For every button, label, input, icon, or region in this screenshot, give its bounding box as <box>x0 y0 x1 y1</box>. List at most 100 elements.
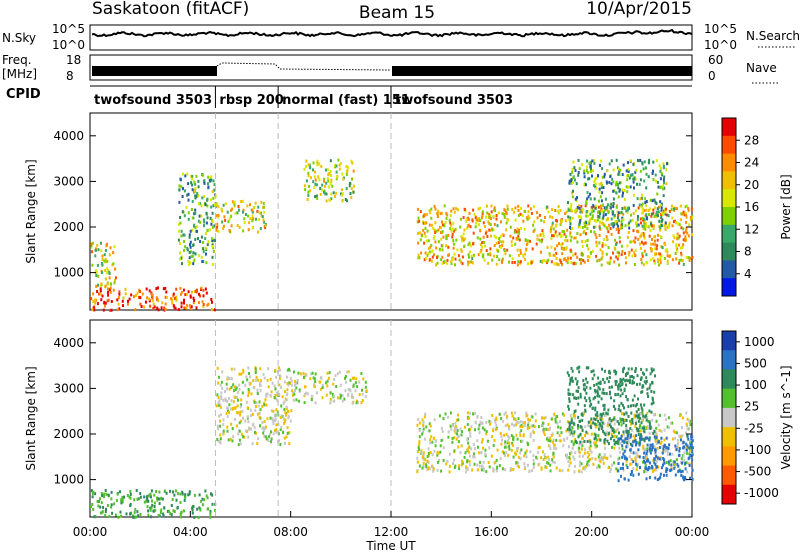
cell <box>287 383 290 387</box>
cell <box>314 170 316 174</box>
cell <box>581 428 584 432</box>
cell <box>189 295 192 299</box>
cell <box>189 261 192 265</box>
cell <box>179 221 182 225</box>
cell <box>613 422 616 426</box>
cell <box>478 431 481 435</box>
cell <box>318 178 321 182</box>
cell <box>526 441 529 445</box>
cell <box>467 223 470 227</box>
cell <box>691 255 694 259</box>
cell <box>463 455 466 459</box>
cell <box>618 228 620 232</box>
cell <box>418 447 421 451</box>
cell <box>285 413 288 417</box>
cell <box>651 238 653 241</box>
cell <box>233 367 236 371</box>
cell <box>561 247 564 251</box>
cell <box>565 235 567 239</box>
cell <box>663 175 666 179</box>
y-tick-label: 1000 <box>53 473 84 487</box>
cell <box>204 237 207 241</box>
cell <box>112 251 115 255</box>
cell <box>161 497 164 501</box>
cell <box>566 420 569 424</box>
cell <box>642 414 645 418</box>
cell <box>577 215 580 219</box>
cell <box>682 210 685 214</box>
cell <box>202 288 205 292</box>
cell <box>607 246 610 250</box>
cell <box>654 413 657 417</box>
cell <box>571 426 574 429</box>
cell <box>684 239 687 242</box>
cell <box>195 195 198 198</box>
cell <box>603 453 606 457</box>
cell <box>421 466 424 470</box>
cell <box>678 223 681 227</box>
cell <box>461 262 464 266</box>
cell <box>608 223 611 227</box>
cell <box>219 433 222 437</box>
cell <box>548 444 551 448</box>
cell <box>217 439 220 443</box>
cell <box>532 223 535 227</box>
cell <box>646 447 649 451</box>
cell <box>264 435 267 439</box>
cell <box>571 446 574 450</box>
cell <box>691 468 694 472</box>
cell <box>194 226 197 230</box>
cell <box>632 440 635 444</box>
cell <box>584 465 587 469</box>
cell <box>608 203 611 207</box>
cell <box>544 416 547 420</box>
cell <box>583 451 586 455</box>
cell <box>686 434 689 438</box>
cell <box>547 210 550 214</box>
cell <box>203 220 206 224</box>
cell <box>450 262 453 266</box>
cell <box>619 384 622 388</box>
cell <box>433 204 436 208</box>
cell <box>577 173 580 177</box>
cell <box>634 459 637 463</box>
cell <box>612 205 615 208</box>
cell <box>436 256 438 260</box>
cell <box>554 420 557 424</box>
y-axis-label: Slant Range [km] <box>24 366 38 470</box>
cell <box>587 259 589 262</box>
cell <box>242 435 245 439</box>
cell <box>135 294 137 297</box>
cell <box>637 237 640 241</box>
cell <box>421 455 424 459</box>
cell <box>598 233 601 237</box>
cell <box>599 220 601 224</box>
cell <box>685 442 688 446</box>
cell <box>574 168 577 172</box>
cell <box>588 438 591 442</box>
cell <box>286 388 289 392</box>
cell <box>599 212 602 216</box>
cell <box>641 161 644 165</box>
cell <box>617 479 620 483</box>
cell <box>629 451 632 455</box>
cell <box>477 445 479 449</box>
cell <box>148 289 151 293</box>
cell <box>631 398 634 402</box>
cell <box>606 422 609 425</box>
cell <box>506 248 509 252</box>
cell <box>632 177 635 181</box>
cell <box>507 434 510 438</box>
cell <box>640 240 643 244</box>
cell <box>312 180 315 184</box>
cell <box>453 449 456 453</box>
cell <box>306 392 309 396</box>
cell <box>198 254 201 258</box>
cell <box>245 400 248 404</box>
cell <box>136 291 139 295</box>
colorbar-tick-label: 24 <box>744 156 759 170</box>
cell <box>559 218 562 222</box>
colorbar-swatch <box>722 118 736 137</box>
cell <box>453 229 456 233</box>
cell <box>222 203 225 207</box>
